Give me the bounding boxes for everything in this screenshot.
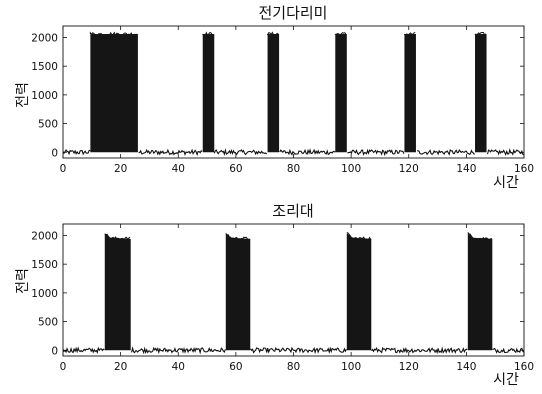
x-tick-label-iron: 120	[399, 163, 419, 175]
x-tick-label-iron: 40	[172, 163, 185, 175]
pulse-iron-1	[89, 31, 138, 153]
pulse-cooktop-2	[225, 233, 251, 351]
pulse-top-edge	[346, 231, 372, 241]
y-tick-label-iron: 500	[38, 119, 58, 131]
x-axis-label-cooktop: 시간	[493, 372, 519, 388]
panel-iron: 전기다리미 전력 시간 0 20 40 60 80 100 120 140 160 0 500 100…	[15, 4, 534, 191]
x-tick-label-iron: 60	[229, 163, 242, 175]
y-tick-label-iron: 2000	[31, 32, 58, 44]
x-tick-label-iron: 0	[60, 163, 67, 175]
y-axis-label-iron: 전력	[15, 82, 31, 108]
x-tick-label-iron: 100	[341, 163, 361, 175]
y-tick-label-cooktop: 1500	[31, 259, 58, 271]
pulse-iron-4	[334, 32, 347, 153]
pulse-top-edge	[104, 233, 131, 241]
x-tick-label-cooktop: 0	[60, 361, 67, 373]
y-tick-label-cooktop: 0	[51, 345, 58, 357]
x-tick-label-cooktop: 60	[229, 361, 242, 373]
x-tick-label-cooktop: 20	[114, 361, 127, 373]
y-tick-label-iron: 0	[51, 147, 58, 159]
pulse-body	[346, 233, 372, 351]
baseline-trace-iron	[62, 148, 524, 157]
y-axis-label-cooktop: 전력	[15, 268, 31, 294]
pulse-top-edge	[202, 31, 214, 37]
pulse-top-edge	[467, 232, 493, 241]
pulse-cooktop-4	[467, 232, 493, 351]
pulse-iron-2	[202, 31, 215, 153]
pulse-top-edge	[225, 233, 250, 241]
y-tick-label-cooktop: 500	[38, 317, 58, 329]
y-tick-label-iron: 1500	[31, 61, 58, 73]
x-tick-label-iron: 80	[287, 163, 300, 175]
pulse-iron-3	[267, 31, 280, 153]
y-tick-label-cooktop: 2000	[31, 230, 58, 242]
pulse-body	[335, 34, 347, 153]
pulse-body	[467, 233, 493, 351]
x-tick-label-cooktop: 120	[399, 361, 419, 373]
x-tick-label-iron: 140	[456, 163, 476, 175]
chart-title-cooktop: 조리대	[272, 202, 313, 220]
pulse-body	[104, 233, 131, 351]
pulse-body	[475, 34, 487, 153]
x-tick-label-iron: 160	[514, 163, 534, 175]
chart-title-iron: 전기다리미	[258, 4, 327, 22]
x-axis-label-iron: 시간	[493, 175, 519, 191]
pulse-cooktop-1	[104, 233, 131, 351]
pulse-top-edge	[403, 31, 416, 36]
y-tick-label-cooktop: 1000	[31, 288, 58, 300]
x-tick-label-iron: 20	[114, 163, 127, 175]
pulse-iron-5	[403, 31, 416, 153]
x-tick-label-cooktop: 80	[287, 361, 300, 373]
pulse-top-edge	[267, 31, 279, 37]
pulse-body	[404, 34, 416, 153]
x-tick-label-cooktop: 40	[172, 361, 185, 373]
baseline-trace-cooktop	[62, 346, 525, 355]
pulse-cooktop-3	[346, 231, 372, 351]
panel-cooktop: 조리대 전력 시간 0 20 40 60 80 100 120 140 160 0 500 1000 1…	[15, 202, 534, 388]
pulse-top-edge	[89, 31, 138, 37]
pulse-body	[267, 34, 280, 153]
x-tick-label-cooktop: 140	[456, 361, 476, 373]
pulse-body	[202, 34, 215, 153]
pulse-top-edge	[334, 32, 347, 37]
pulse-iron-6	[474, 31, 487, 153]
plot-frame-cooktop	[62, 223, 525, 357]
x-tick-label-cooktop: 100	[341, 361, 361, 373]
pulse-top-edge	[474, 31, 487, 37]
x-tick-label-cooktop: 160	[514, 361, 534, 373]
pulse-body	[225, 233, 251, 351]
pulse-body	[90, 34, 138, 153]
y-tick-label-iron: 1000	[31, 90, 58, 102]
